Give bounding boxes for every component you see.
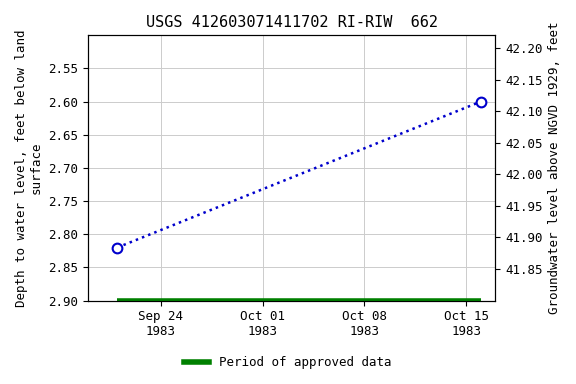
Y-axis label: Depth to water level, feet below land
surface: Depth to water level, feet below land su… [15, 29, 43, 307]
Title: USGS 412603071411702 RI-RIW  662: USGS 412603071411702 RI-RIW 662 [146, 15, 438, 30]
Y-axis label: Groundwater level above NGVD 1929, feet: Groundwater level above NGVD 1929, feet [548, 22, 561, 314]
Legend: Period of approved data: Period of approved data [179, 351, 397, 374]
